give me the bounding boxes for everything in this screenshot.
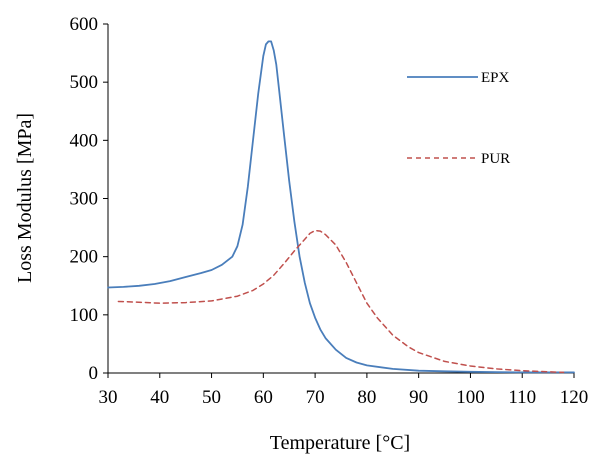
x-tick-label: 80 bbox=[357, 387, 376, 408]
x-tick-label: 110 bbox=[508, 387, 536, 408]
x-tick-label: 100 bbox=[456, 387, 485, 408]
x-axis-title: Temperature [°C] bbox=[270, 432, 410, 454]
x-tick-label: 90 bbox=[409, 387, 428, 408]
legend-label-epx: EPX bbox=[481, 70, 510, 86]
x-tick-label: 30 bbox=[99, 387, 118, 408]
legend-label-pur: PUR bbox=[481, 151, 510, 167]
y-tick-label: 300 bbox=[70, 189, 99, 210]
y-tick-label: 500 bbox=[70, 72, 99, 93]
series-line-epx bbox=[107, 40, 575, 374]
y-axis-title: Loss Modulus [MPa] bbox=[14, 113, 36, 283]
x-tick-label: 120 bbox=[560, 387, 589, 408]
y-tick-label: 400 bbox=[70, 130, 99, 151]
x-tick-label: 60 bbox=[254, 387, 273, 408]
x-tick-label: 40 bbox=[150, 387, 169, 408]
y-tick-label: 100 bbox=[70, 305, 99, 326]
series-line-pur bbox=[117, 229, 565, 374]
y-tick-label: 0 bbox=[89, 363, 99, 384]
plot-area bbox=[107, 40, 575, 374]
x-tick-label: 70 bbox=[306, 387, 325, 408]
y-tick-label: 600 bbox=[70, 14, 99, 35]
axes: 0 100 200 300 400 500 600 30 40 50 60 70 80 90 100 110 1… bbox=[70, 14, 589, 408]
y-tick-label: 200 bbox=[70, 247, 99, 268]
x-tick-label: 50 bbox=[202, 387, 221, 408]
legend: EPX PUR bbox=[407, 70, 510, 167]
